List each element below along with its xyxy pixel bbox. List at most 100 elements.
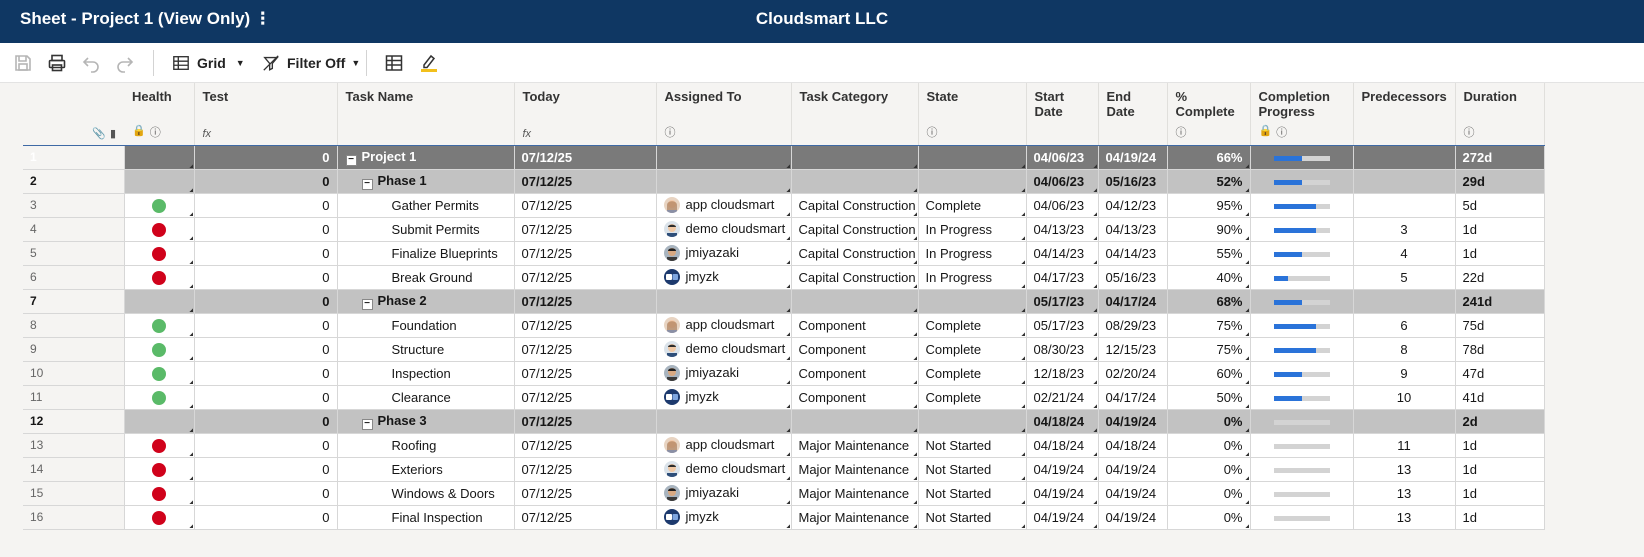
cell-start-date[interactable]: 04/06/23 (1026, 169, 1099, 194)
cell-start-date[interactable]: 04/13/23 (1026, 217, 1099, 242)
cell-health[interactable] (124, 265, 195, 290)
cell-completion-progress[interactable] (1250, 313, 1354, 338)
cell-predecessors[interactable] (1353, 169, 1456, 194)
cell-predecessors[interactable] (1353, 289, 1456, 314)
table-row[interactable]: 5 0 Finalize Blueprints 07/12/25 jmiyazaki Ca… (23, 241, 1545, 266)
cell-today[interactable]: 07/12/25 (514, 481, 657, 506)
cell-health[interactable] (124, 457, 195, 482)
column-header-assigned-to[interactable]: Assigned To ⓘ (656, 83, 792, 146)
cell-test[interactable]: 0 (194, 289, 338, 314)
table-row[interactable]: 8 0 Foundation 07/12/25 app cloudsmart Compon… (23, 313, 1545, 338)
collapse-toggle-icon[interactable]: − (361, 298, 373, 310)
cell-predecessors[interactable]: 6 (1353, 313, 1456, 338)
cell-state[interactable]: Not Started (918, 433, 1027, 458)
cell-task-category[interactable]: Capital Construction (791, 217, 919, 242)
cell-assigned-to[interactable]: jmiyazaki (656, 241, 792, 266)
column-header-today[interactable]: Today fx (514, 83, 657, 146)
cell-percent-complete[interactable]: 40% (1167, 265, 1251, 290)
cell-state[interactable] (918, 145, 1027, 170)
cell-task-name[interactable]: − Project 1 (337, 145, 515, 170)
cell-test[interactable]: 0 (194, 481, 338, 506)
cell-health[interactable] (124, 241, 195, 266)
cell-duration[interactable]: 1d (1455, 457, 1545, 482)
table-row[interactable]: 3 0 Gather Permits 07/12/25 app cloudsmart Ca… (23, 193, 1545, 218)
cell-test[interactable]: 0 (194, 385, 338, 410)
cell-task-name[interactable]: Final Inspection (337, 505, 515, 530)
cell-completion-progress[interactable] (1250, 217, 1354, 242)
column-header-task-category[interactable]: Task Category (791, 83, 919, 146)
cell-task-name[interactable]: Windows & Doors (337, 481, 515, 506)
cell-health[interactable] (124, 217, 195, 242)
cell-percent-complete[interactable]: 50% (1167, 385, 1251, 410)
row-number[interactable]: 12 (23, 409, 125, 434)
cell-task-name[interactable]: Inspection (337, 361, 515, 386)
cell-end-date[interactable]: 04/19/24 (1098, 505, 1168, 530)
row-number[interactable]: 6 (23, 265, 125, 290)
cell-duration[interactable]: 1d (1455, 481, 1545, 506)
table-row[interactable]: 14 0 Exteriors 07/12/25 demo cloudsmart Major… (23, 457, 1545, 482)
cell-task-category[interactable]: Component (791, 361, 919, 386)
cell-state[interactable]: Complete (918, 361, 1027, 386)
cell-assigned-to[interactable]: jmiyazaki (656, 481, 792, 506)
cell-health[interactable] (124, 505, 195, 530)
cell-task-name[interactable]: Break Ground (337, 265, 515, 290)
column-header-duration[interactable]: Duration ⓘ (1455, 83, 1545, 146)
cell-end-date[interactable]: 04/17/24 (1098, 385, 1168, 410)
print-icon[interactable] (47, 53, 67, 73)
cell-predecessors[interactable] (1353, 193, 1456, 218)
cell-start-date[interactable]: 04/06/23 (1026, 145, 1099, 170)
cell-task-name[interactable]: Clearance (337, 385, 515, 410)
cell-assigned-to[interactable]: demo cloudsmart (656, 217, 792, 242)
table-row[interactable]: 11 0 Clearance 07/12/25 jmyzk Component Comple… (23, 385, 1545, 410)
cell-start-date[interactable]: 04/18/24 (1026, 433, 1099, 458)
cell-end-date[interactable]: 04/12/23 (1098, 193, 1168, 218)
row-number[interactable]: 13 (23, 433, 125, 458)
cell-predecessors[interactable]: 9 (1353, 361, 1456, 386)
cell-today[interactable]: 07/12/25 (514, 313, 657, 338)
cell-today[interactable]: 07/12/25 (514, 457, 657, 482)
cell-start-date[interactable]: 02/21/24 (1026, 385, 1099, 410)
cell-start-date[interactable]: 04/18/24 (1026, 409, 1099, 434)
cell-percent-complete[interactable]: 75% (1167, 337, 1251, 362)
cell-duration[interactable]: 47d (1455, 361, 1545, 386)
cell-task-name[interactable]: Structure (337, 337, 515, 362)
cell-end-date[interactable]: 04/18/24 (1098, 433, 1168, 458)
cell-test[interactable]: 0 (194, 361, 338, 386)
cell-today[interactable]: 07/12/25 (514, 289, 657, 314)
cell-assigned-to[interactable]: demo cloudsmart (656, 457, 792, 482)
cell-state[interactable]: Not Started (918, 457, 1027, 482)
save-icon[interactable] (13, 53, 33, 73)
cell-percent-complete[interactable]: 52% (1167, 169, 1251, 194)
cell-today[interactable]: 07/12/25 (514, 193, 657, 218)
cell-state[interactable] (918, 409, 1027, 434)
cell-state[interactable]: Complete (918, 193, 1027, 218)
cell-health[interactable] (124, 481, 195, 506)
row-number[interactable]: 4 (23, 217, 125, 242)
row-number[interactable]: 9 (23, 337, 125, 362)
card-layout-icon[interactable] (384, 53, 404, 73)
redo-icon[interactable] (115, 53, 135, 73)
cell-test[interactable]: 0 (194, 409, 338, 434)
cell-predecessors[interactable]: 8 (1353, 337, 1456, 362)
cell-percent-complete[interactable]: 0% (1167, 457, 1251, 482)
table-row[interactable]: 10 0 Inspection 07/12/25 jmiyazaki Component C… (23, 361, 1545, 386)
cell-percent-complete[interactable]: 0% (1167, 481, 1251, 506)
cell-assigned-to[interactable] (656, 145, 792, 170)
column-header-test[interactable]: Test fx (194, 83, 338, 146)
cell-test[interactable]: 0 (194, 193, 338, 218)
cell-completion-progress[interactable] (1250, 289, 1354, 314)
cell-test[interactable]: 0 (194, 457, 338, 482)
cell-today[interactable]: 07/12/25 (514, 409, 657, 434)
cell-task-name[interactable]: − Phase 2 (337, 289, 515, 314)
cell-task-category[interactable]: Major Maintenance (791, 481, 919, 506)
cell-end-date[interactable]: 02/20/24 (1098, 361, 1168, 386)
cell-duration[interactable]: 78d (1455, 337, 1545, 362)
cell-assigned-to[interactable]: jmiyazaki (656, 361, 792, 386)
cell-health[interactable] (124, 193, 195, 218)
cell-predecessors[interactable]: 10 (1353, 385, 1456, 410)
cell-health[interactable] (124, 289, 195, 314)
column-header-end-date[interactable]: End Date (1098, 83, 1168, 146)
cell-state[interactable] (918, 289, 1027, 314)
cell-task-name[interactable]: Submit Permits (337, 217, 515, 242)
cell-start-date[interactable]: 04/19/24 (1026, 505, 1099, 530)
